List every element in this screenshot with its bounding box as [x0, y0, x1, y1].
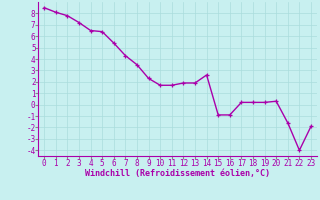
X-axis label: Windchill (Refroidissement éolien,°C): Windchill (Refroidissement éolien,°C) — [85, 169, 270, 178]
